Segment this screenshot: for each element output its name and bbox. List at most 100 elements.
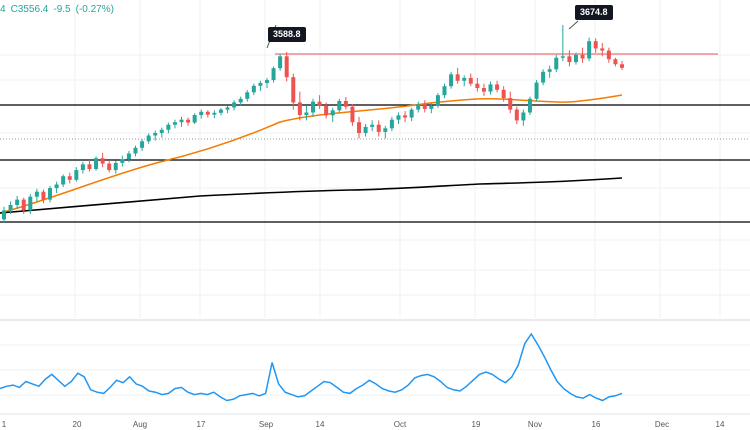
candle-body [278,56,283,69]
candle-body [48,188,53,200]
candle-body [403,115,408,118]
candle-body [376,124,381,132]
candle-body [304,112,309,115]
header-change-percent: (-0.27%) [75,4,114,15]
candle-body [34,191,39,197]
x-tick-label: 14 [315,420,325,429]
x-tick-label: Nov [527,420,543,429]
candle-body [205,111,210,115]
candle-body [409,109,414,118]
candle-body [600,48,605,51]
candle-body [28,196,33,211]
candle-body [330,110,335,116]
candle-body [284,56,289,78]
candle-body [560,56,565,58]
x-tick-label: 16 [591,420,601,429]
candle-body [324,105,329,116]
x-tick-label: 19 [471,420,481,429]
candle-body [547,69,552,72]
candle-body [179,119,184,123]
candle-body [567,56,572,63]
candle-body [527,98,532,113]
candle-body [620,64,624,68]
candle-body [462,77,467,81]
candle-body [199,111,204,115]
x-tick-label: Oct [393,420,407,429]
candle-body [337,100,342,111]
callout-connector-right [568,20,579,30]
candle-body [383,128,388,132]
candle-body [245,92,250,99]
candle-body [120,159,125,163]
x-tick-label: 1 [1,420,7,429]
candle-body [140,141,145,148]
candle-body [225,107,230,110]
candle-body [587,41,592,59]
candle-body [396,115,401,120]
header-change-value: -9.5 [53,4,71,15]
candle-body [357,122,362,133]
x-tick-label: 20 [72,420,82,429]
candle-body [54,184,59,189]
moving-average-slow-line [0,177,623,214]
candle-body [192,115,197,123]
candle-body [422,104,427,109]
candle-body [113,162,118,171]
candle-body [251,85,256,93]
candle-body [271,68,276,81]
candle-body [146,135,151,142]
candle-body [521,112,526,121]
candle-body [488,84,493,92]
candle-body [481,88,486,92]
candle-body [389,119,394,129]
candle-body [212,112,217,115]
ohlc-header: 4 C3556.4 -9.5 (-0.27%) [0,4,119,15]
candle-body [61,176,66,185]
candle-body [238,98,243,103]
candle-body [541,71,546,83]
x-tick-label: Sep [258,420,274,429]
candle-body [311,101,315,113]
candle-body [363,126,368,133]
candle-body [606,50,611,60]
x-tick-label: Dec [654,420,670,429]
candle-body [264,80,269,83]
candle-body [350,106,355,123]
moving-average-fast-line [0,94,623,214]
candle-body [613,59,618,65]
candle-body [495,84,500,90]
candle-body [107,163,112,171]
candle-body [67,176,72,180]
candle-body [74,170,79,180]
candle-body [449,74,454,87]
candle-body [573,54,578,63]
candle-body [514,109,519,121]
candle-body [8,205,13,211]
candle-body [429,105,434,109]
candle-body [508,98,513,110]
candle-body [554,57,559,70]
candle-body [100,158,105,164]
candle-body [80,164,85,171]
candle-body [87,164,92,169]
candle-body [186,119,191,123]
candle-body [455,74,460,81]
price-callout-right: 3674.8 [575,5,613,20]
candle-body [370,124,375,127]
candle-body [435,95,440,106]
candle-body [126,153,131,160]
candle-body [94,158,99,169]
candle-body [172,122,177,125]
indicator-line [0,332,623,402]
candle-body [593,41,598,49]
candle-body [232,102,237,108]
candle-body [534,82,539,99]
candle-body [2,210,6,220]
candle-body [258,82,263,86]
candle-body [343,100,348,107]
candle-body [475,83,480,88]
candle-body [416,104,421,110]
candle-body [501,89,506,99]
candle-body [317,101,322,106]
